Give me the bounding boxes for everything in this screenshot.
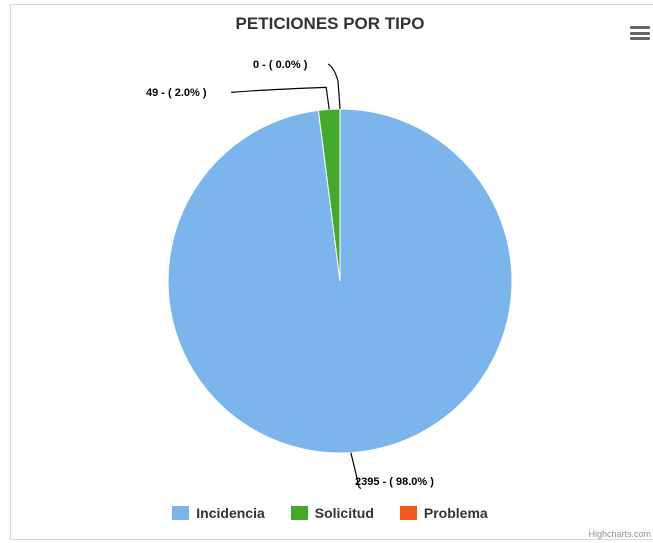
legend-swatch-solicitud bbox=[290, 506, 308, 520]
legend-item-problema[interactable]: Problema bbox=[399, 505, 488, 521]
legend-label-solicitud: Solicitud bbox=[314, 505, 374, 521]
hamburger-menu-icon[interactable] bbox=[630, 26, 650, 42]
legend-label-incidencia: Incidencia bbox=[196, 505, 265, 521]
data-label-incidencia: 2395 - ( 98.0% ) bbox=[355, 476, 434, 488]
pie-slice-incidencia[interactable] bbox=[167, 108, 513, 454]
data-label-problema: 0 - ( 0.0% ) bbox=[253, 59, 308, 71]
legend-item-incidencia[interactable]: Incidencia bbox=[172, 505, 265, 521]
legend: Incidencia Solicitud Problema bbox=[0, 505, 653, 521]
chart-title: PETICIONES POR TIPO bbox=[235, 14, 425, 33]
connector-solicitud bbox=[231, 86, 330, 110]
data-label-solicitud: 49 - ( 2.0% ) bbox=[146, 87, 207, 99]
legend-swatch-incidencia bbox=[172, 506, 190, 520]
connector-problema bbox=[327, 63, 341, 110]
legend-item-solicitud[interactable]: Solicitud bbox=[290, 505, 374, 521]
legend-label-problema: Problema bbox=[423, 505, 488, 521]
legend-swatch-problema bbox=[399, 506, 417, 520]
connector-incidencia bbox=[350, 452, 362, 490]
credits-link[interactable]: Highcharts.com bbox=[588, 529, 651, 539]
